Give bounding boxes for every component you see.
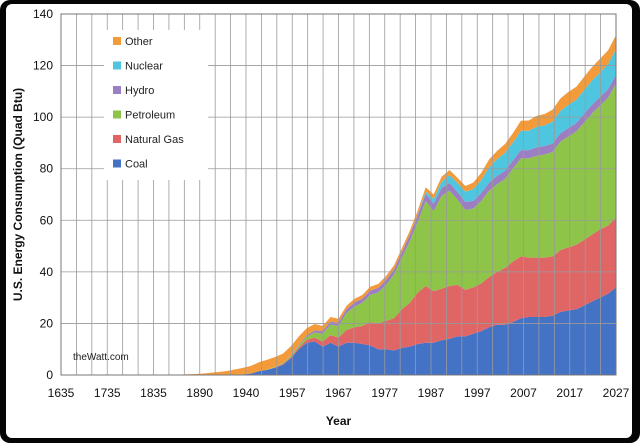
legend-swatch: [113, 135, 121, 143]
watermark-text: theWatt.com: [73, 352, 129, 363]
area-petroleum: [61, 83, 616, 376]
y-tick-label: 120: [33, 59, 53, 73]
x-tick-label: 1977: [371, 386, 398, 400]
x-tick-label: 1835: [140, 386, 167, 400]
legend-swatch: [113, 37, 121, 45]
x-tick-label: 1940: [233, 386, 260, 400]
legend-label: Petroleum: [125, 110, 175, 122]
chart-card: 0 20 40 60 80 100 120 140 1635 1735 1835 1890 1940 1…: [6, 4, 632, 438]
y-axis-ticks: 0 20 40 60 80 100 120 140: [33, 7, 53, 382]
legend-label: Nuclear: [125, 61, 163, 73]
legend-background: [104, 30, 208, 180]
x-tick-label: 1987: [418, 386, 445, 400]
x-tick-label: 2017: [556, 386, 583, 400]
x-tick-label: 1890: [186, 386, 213, 400]
legend-swatch: [113, 61, 121, 70]
legend-label: Hydro: [125, 85, 154, 97]
legend-swatch: [113, 86, 121, 94]
x-tick-label: 1967: [325, 386, 352, 400]
y-tick-label: 140: [33, 7, 53, 21]
y-tick-label: 20: [40, 316, 54, 330]
x-tick-label: 1635: [48, 386, 75, 400]
x-tick-label: 1997: [464, 386, 491, 400]
y-tick-label: 80: [40, 162, 54, 176]
legend: Other Nuclear Hydro Petroleum Natural Gas Coa…: [104, 30, 208, 180]
plot-border: [60, 13, 617, 376]
x-axis-ticks: 1635 1735 1835 1890 1940 1957 1967 1977 1987 1997…: [48, 386, 630, 400]
legend-swatch: [113, 110, 121, 119]
y-tick-label: 0: [46, 368, 53, 382]
x-tick-label: 2027: [603, 386, 630, 400]
x-tick-label: 1735: [94, 386, 121, 400]
legend-label: Natural Gas: [125, 134, 184, 146]
legend-label: Coal: [125, 159, 148, 171]
y-tick-label: 100: [33, 110, 53, 124]
x-tick-label: 2007: [510, 386, 537, 400]
x-tick-label: 1957: [279, 386, 306, 400]
x-axis-label: Year: [326, 414, 352, 428]
legend-swatch: [113, 159, 121, 168]
y-axis-label: U.S. Energy Consumption (Quad Btu): [11, 88, 25, 301]
legend-label: Other: [125, 36, 153, 48]
y-tick-label: 60: [40, 213, 54, 227]
y-tick-label: 40: [40, 265, 54, 279]
